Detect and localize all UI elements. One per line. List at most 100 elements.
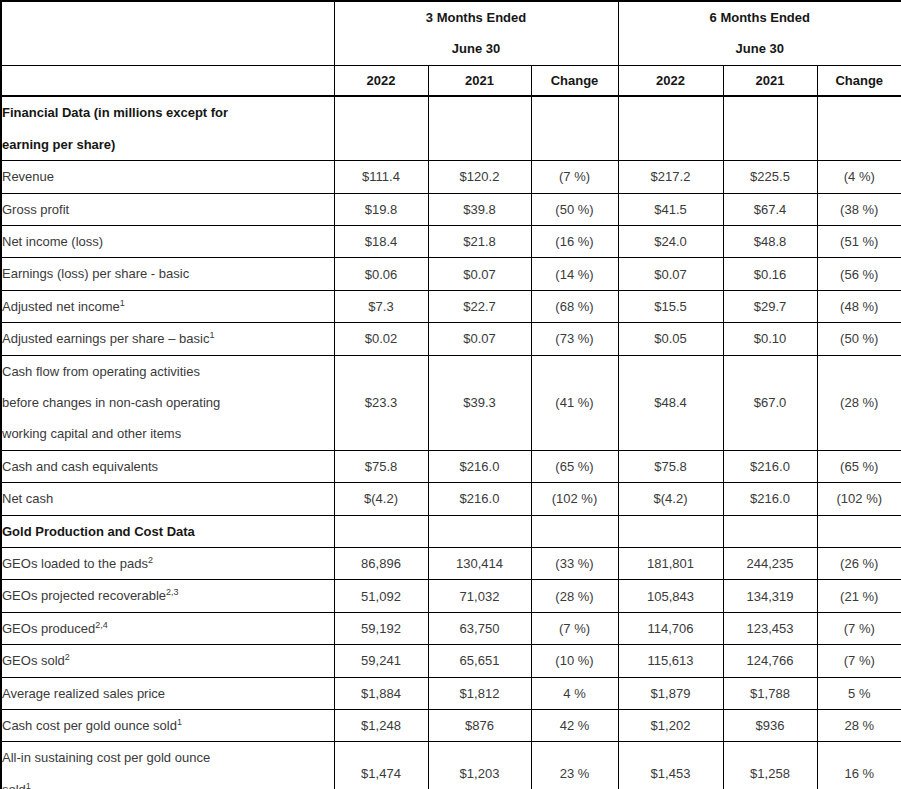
- value-cell: $216.0: [723, 450, 817, 482]
- column-header-2022: 2022: [334, 65, 428, 96]
- value-cell: 28 %: [817, 710, 901, 742]
- value-cell: $0.07: [618, 258, 723, 290]
- row-label-line: earning per share): [2, 129, 334, 160]
- row-label-line: GEOs projected recoverable2,3: [2, 580, 334, 611]
- value-cell: (56 %): [817, 258, 901, 290]
- value-cell: $21.8: [428, 225, 531, 257]
- value-cell: $(4.2): [618, 483, 723, 515]
- row-label-line: Cash flow from operating activities: [2, 356, 334, 387]
- row-label-line: Earnings (loss) per share - basic: [2, 258, 334, 289]
- data-row: All-in sustaining cost per gold ouncesol…: [1, 742, 901, 789]
- value-cell: [723, 96, 817, 160]
- data-row: Average realized sales price$1,884$1,812…: [1, 677, 901, 709]
- column-header-2022: 2022: [618, 65, 723, 96]
- value-cell: $217.2: [618, 161, 723, 193]
- value-cell: $0.10: [723, 323, 817, 355]
- value-cell: $216.0: [428, 450, 531, 482]
- row-label-line: Average realized sales price: [2, 678, 334, 709]
- value-cell: $0.07: [428, 258, 531, 290]
- value-cell: [618, 515, 723, 547]
- value-cell: (51 %): [817, 225, 901, 257]
- value-cell: (33 %): [531, 548, 618, 580]
- financial-summary-table: 3 Months Ended June 30 6 Months Ended Ju…: [0, 0, 901, 789]
- row-label-line: Revenue: [2, 161, 334, 192]
- value-cell: [723, 515, 817, 547]
- value-cell: $0.02: [334, 323, 428, 355]
- value-cell: $18.4: [334, 225, 428, 257]
- value-cell: (14 %): [531, 258, 618, 290]
- footnote-reference: 1: [120, 297, 125, 307]
- row-label-line: Financial Data (in millions except for: [2, 97, 334, 128]
- row-label: Gross profit: [1, 193, 334, 225]
- header-spacer-cell: [1, 65, 334, 96]
- data-row: Gross profit$19.8$39.8(50 %)$41.5$67.4(3…: [1, 193, 901, 225]
- header-spacer-cell: [1, 1, 334, 65]
- value-cell: (38 %): [817, 193, 901, 225]
- value-cell: (7 %): [531, 161, 618, 193]
- data-row: Net cash$(4.2)$216.0(102 %)$(4.2)$216.0(…: [1, 483, 901, 515]
- row-label: Adjusted earnings per share – basic1: [1, 323, 334, 355]
- value-cell: $0.06: [334, 258, 428, 290]
- footnote-reference: 2: [148, 555, 153, 565]
- value-cell: 4 %: [531, 677, 618, 709]
- value-cell: (102 %): [531, 483, 618, 515]
- value-cell: 114,706: [618, 612, 723, 644]
- value-cell: $1,884: [334, 677, 428, 709]
- row-label-line: Net income (loss): [2, 226, 334, 257]
- row-label: GEOs sold2: [1, 645, 334, 677]
- row-label: Net income (loss): [1, 225, 334, 257]
- row-label: Cash cost per gold ounce sold1: [1, 710, 334, 742]
- row-label-line: Gold Production and Cost Data: [2, 516, 334, 547]
- row-label: Cash flow from operating activitiesbefor…: [1, 355, 334, 450]
- row-label-line: working capital and other items: [2, 418, 334, 449]
- row-label-line: Net cash: [2, 483, 334, 514]
- section-row: Financial Data (in millions except forea…: [1, 96, 901, 160]
- data-row: Cash cost per gold ounce sold1$1,248$876…: [1, 710, 901, 742]
- value-cell: $48.8: [723, 225, 817, 257]
- value-cell: 59,241: [334, 645, 428, 677]
- value-cell: (50 %): [531, 193, 618, 225]
- row-label: All-in sustaining cost per gold ouncesol…: [1, 742, 334, 789]
- value-cell: $1,474: [334, 742, 428, 789]
- value-cell: $22.7: [428, 290, 531, 322]
- value-cell: 244,235: [723, 548, 817, 580]
- value-cell: [531, 515, 618, 547]
- value-cell: (7 %): [817, 645, 901, 677]
- value-cell: (21 %): [817, 580, 901, 612]
- header-6-months-ended: 6 Months Ended June 30: [618, 1, 901, 65]
- row-label: Cash and cash equivalents: [1, 450, 334, 482]
- financial-report-page: 3 Months Ended June 30 6 Months Ended Ju…: [0, 0, 901, 789]
- value-cell: $75.8: [618, 450, 723, 482]
- value-cell: (7 %): [817, 612, 901, 644]
- value-cell: 16 %: [817, 742, 901, 789]
- data-row: Revenue$111.4$120.2(7 %)$217.2$225.5(4 %…: [1, 161, 901, 193]
- value-cell: $29.7: [723, 290, 817, 322]
- value-cell: $41.5: [618, 193, 723, 225]
- data-row: Cash and cash equivalents$75.8$216.0(65 …: [1, 450, 901, 482]
- value-cell: 63,750: [428, 612, 531, 644]
- value-cell: $216.0: [723, 483, 817, 515]
- row-label: Net cash: [1, 483, 334, 515]
- value-cell: $876: [428, 710, 531, 742]
- value-cell: 65,651: [428, 645, 531, 677]
- value-cell: $1,879: [618, 677, 723, 709]
- row-label: Average realized sales price: [1, 677, 334, 709]
- value-cell: $0.16: [723, 258, 817, 290]
- value-cell: 42 %: [531, 710, 618, 742]
- value-cell: $1,258: [723, 742, 817, 789]
- data-row: Adjusted net income1$7.3$22.7(68 %)$15.5…: [1, 290, 901, 322]
- data-row: Net income (loss)$18.4$21.8(16 %)$24.0$4…: [1, 225, 901, 257]
- period-label-line2: June 30: [619, 33, 901, 64]
- table-body: Financial Data (in millions except forea…: [1, 96, 901, 789]
- value-cell: $0.07: [428, 323, 531, 355]
- value-cell: 124,766: [723, 645, 817, 677]
- value-cell: (4 %): [817, 161, 901, 193]
- row-label-line: GEOs produced2,4: [2, 613, 334, 644]
- row-label-line: Adjusted earnings per share – basic1: [2, 323, 334, 354]
- column-header-2021: 2021: [428, 65, 531, 96]
- data-row: Cash flow from operating activitiesbefor…: [1, 355, 901, 450]
- value-cell: [428, 96, 531, 160]
- value-cell: [334, 96, 428, 160]
- period-label-line1: 6 Months Ended: [619, 2, 901, 33]
- value-cell: $1,453: [618, 742, 723, 789]
